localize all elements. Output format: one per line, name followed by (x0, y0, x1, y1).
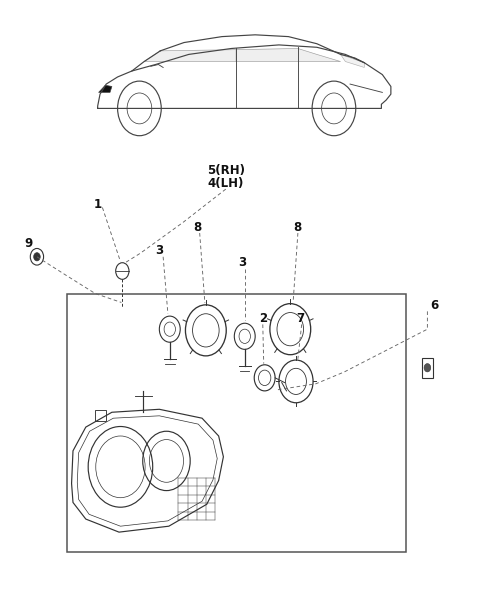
Text: 3: 3 (238, 256, 246, 269)
Circle shape (34, 253, 40, 261)
Bar (422, 358, 432, 378)
Text: 1: 1 (94, 198, 102, 211)
Text: 6: 6 (431, 299, 439, 312)
Text: 3: 3 (156, 244, 163, 258)
Text: 8: 8 (193, 220, 202, 234)
Text: 5(RH): 5(RH) (207, 164, 245, 177)
Bar (67, 294, 406, 552)
Polygon shape (144, 50, 236, 62)
Bar (96, 410, 106, 421)
Text: 7: 7 (297, 312, 305, 325)
Polygon shape (341, 55, 364, 68)
Polygon shape (98, 85, 112, 92)
Text: 4(LH): 4(LH) (207, 177, 244, 190)
Polygon shape (236, 49, 341, 62)
Text: 8: 8 (293, 220, 301, 234)
Text: 9: 9 (25, 237, 33, 250)
Circle shape (424, 364, 431, 372)
Text: 2: 2 (259, 312, 267, 325)
